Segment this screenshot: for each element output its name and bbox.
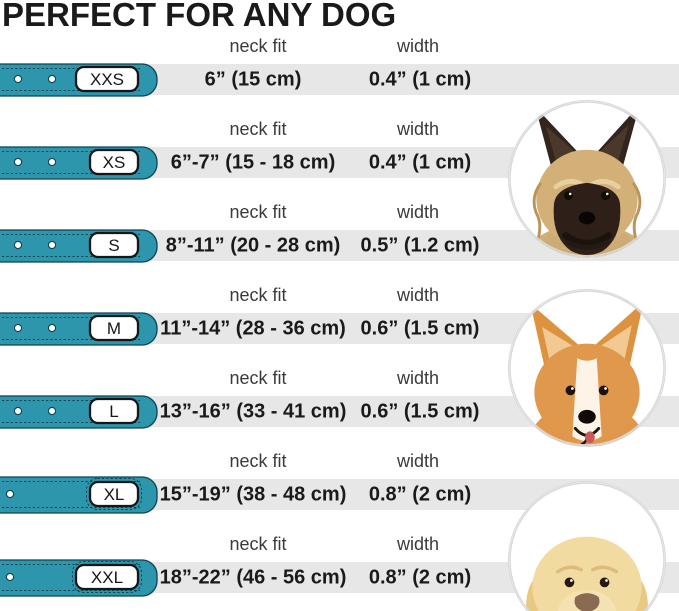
svg-text:XL: XL (104, 485, 125, 504)
svg-text:XXL: XXL (91, 568, 123, 587)
svg-text:XS: XS (103, 153, 126, 172)
svg-text:L: L (109, 402, 118, 421)
svg-text:M: M (107, 319, 121, 338)
svg-text:S: S (108, 236, 119, 255)
svg-text:XXS: XXS (90, 70, 124, 89)
